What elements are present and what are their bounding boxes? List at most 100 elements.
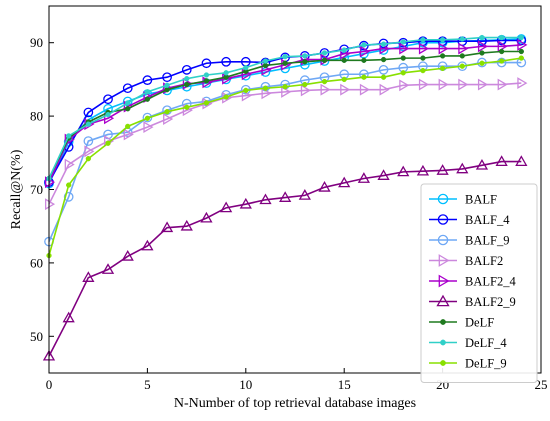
data-point [144, 89, 151, 95]
data-point [262, 62, 269, 69]
data-point [459, 36, 465, 42]
legend-item: BALF_9 [429, 234, 509, 248]
legend-box [420, 183, 538, 383]
data-point [83, 107, 94, 118]
data-point [496, 57, 507, 68]
data-point [341, 47, 347, 53]
data-point [400, 55, 406, 61]
data-point [477, 40, 489, 53]
y-tick-label: 70 [30, 182, 43, 197]
data-point [66, 133, 72, 139]
data-point [160, 221, 174, 233]
data-point [379, 83, 390, 96]
series-delf [46, 48, 524, 182]
data-point [163, 113, 174, 125]
data-point [184, 104, 190, 110]
data-point [418, 42, 430, 55]
legend-label: BALF_4 [465, 213, 510, 227]
data-point [125, 106, 131, 112]
legend-item: BALF2_4 [429, 275, 516, 289]
data-point [144, 115, 151, 121]
data-point [361, 42, 367, 48]
series-delf-4 [46, 34, 524, 182]
data-point [302, 59, 308, 65]
data-point [200, 211, 213, 223]
data-point [123, 128, 134, 141]
data-point [400, 39, 406, 45]
x-axis-label: N-Number of top retrieval database image… [174, 396, 416, 411]
data-point [243, 65, 249, 71]
series-line [48, 50, 522, 179]
data-point [101, 263, 115, 274]
data-point [420, 67, 426, 74]
data-point [66, 182, 72, 188]
data-point [400, 70, 406, 76]
data-point [223, 74, 229, 80]
data-point [164, 109, 170, 115]
legend-label: DeLF_9 [465, 357, 507, 371]
data-point [282, 84, 288, 90]
data-point [477, 78, 489, 91]
data-point [164, 82, 170, 88]
data-point [517, 77, 528, 90]
data-point [517, 38, 528, 51]
data-point [380, 41, 387, 47]
legend-label: BALF_9 [465, 234, 509, 248]
data-point [361, 74, 367, 80]
legend-item: BALF [429, 193, 497, 207]
legend-marker [437, 214, 449, 225]
data-point [223, 70, 229, 76]
data-point [439, 65, 446, 72]
data-point [479, 34, 485, 41]
series-line [48, 160, 522, 357]
legend-label: BALF2_9 [465, 295, 516, 309]
data-point [399, 79, 410, 92]
data-point [262, 85, 269, 91]
data-point [458, 78, 469, 91]
x-tick-label: 5 [144, 377, 151, 392]
data-point [498, 34, 505, 41]
data-point [201, 58, 212, 69]
legend-label: DeLF [465, 316, 494, 330]
data-point [361, 57, 367, 63]
data-point [203, 100, 210, 106]
data-point [281, 85, 292, 98]
data-point [321, 57, 328, 63]
data-point [62, 311, 75, 323]
data-point [105, 140, 111, 146]
data-point [141, 239, 154, 251]
data-point [515, 155, 528, 167]
legend-item: BALF2_9 [429, 294, 516, 309]
data-point [456, 162, 469, 174]
y-axis-label: Recall@N(%) [9, 149, 24, 229]
data-point [181, 65, 192, 75]
data-point [85, 156, 92, 162]
legend-marker [438, 254, 450, 267]
data-point [103, 94, 113, 105]
data-point [262, 58, 269, 64]
legend-marker [440, 360, 446, 366]
legend-marker [440, 339, 446, 346]
data-point [239, 197, 252, 209]
data-point [162, 72, 172, 83]
data-point [122, 83, 133, 94]
data-point [243, 87, 249, 94]
y-tick-label: 80 [30, 109, 43, 124]
series-layer [42, 34, 528, 361]
data-point [495, 155, 508, 167]
data-point [458, 42, 469, 55]
data-point [298, 189, 311, 200]
data-point [439, 37, 446, 43]
data-point [302, 81, 308, 88]
data-point [518, 55, 524, 61]
data-point [378, 65, 389, 75]
x-tick-label: 25 [535, 377, 548, 392]
legend-label: BALF2 [465, 254, 503, 268]
x-tick-label: 0 [46, 377, 53, 392]
data-point [420, 37, 426, 43]
legend-item: BALF2 [429, 254, 503, 268]
legend-label: BALF2_4 [465, 275, 516, 289]
